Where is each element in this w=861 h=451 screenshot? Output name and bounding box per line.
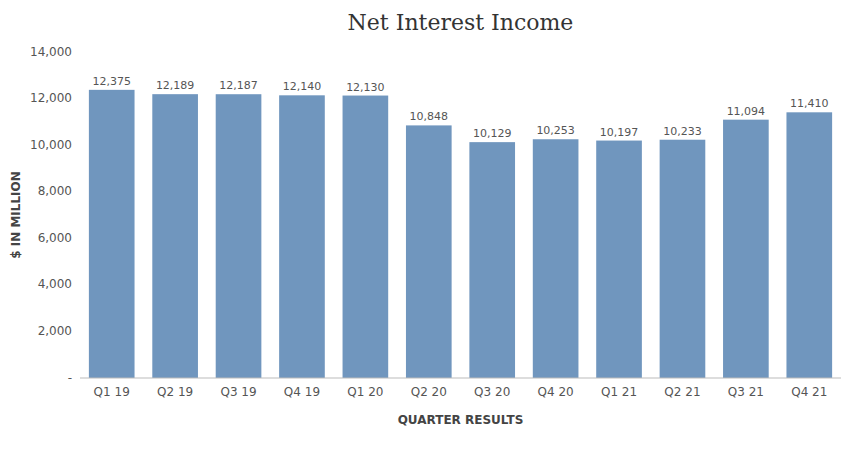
y-tick-label: 2,000 xyxy=(38,324,72,338)
bar xyxy=(723,120,769,378)
data-label: 12,187 xyxy=(219,79,258,92)
y-tick-label: 4,000 xyxy=(38,277,72,291)
x-axis-line xyxy=(80,378,841,379)
title: Net Interest Income xyxy=(348,10,574,35)
y-tick-label: 14,000 xyxy=(30,45,72,59)
bar xyxy=(152,94,198,378)
bar xyxy=(469,142,515,378)
x-tick-label: Q4 19 xyxy=(284,385,320,399)
x-tick-label: Q2 21 xyxy=(664,385,700,399)
bar xyxy=(596,141,642,378)
x-tick-label: Q3 19 xyxy=(220,385,256,399)
x-tick-label: Q2 20 xyxy=(411,385,447,399)
data-label: 11,410 xyxy=(790,97,829,110)
x-tick-label: Q1 19 xyxy=(94,385,130,399)
data-label: 12,130 xyxy=(346,81,385,94)
bar xyxy=(533,139,579,378)
data-label: 12,140 xyxy=(283,80,322,93)
x-tick-label: Q3 20 xyxy=(474,385,510,399)
bar xyxy=(343,96,389,378)
data-label: 10,129 xyxy=(473,127,512,140)
bars xyxy=(89,90,832,378)
y-tick-label: 12,000 xyxy=(30,91,72,105)
x-tick-label: Q2 19 xyxy=(157,385,193,399)
x-tick-label: Q1 21 xyxy=(601,385,637,399)
y-tick-label: - xyxy=(68,371,72,385)
data-label: 12,189 xyxy=(156,79,195,92)
x-tick-label: Q4 20 xyxy=(538,385,574,399)
bar xyxy=(89,90,135,378)
x-tick-label: Q1 20 xyxy=(347,385,383,399)
y-tick-label: 10,000 xyxy=(30,138,72,152)
bar xyxy=(660,140,706,378)
bar xyxy=(406,125,452,378)
data-label: 12,375 xyxy=(92,75,131,88)
data-label: 11,094 xyxy=(727,105,766,118)
x-axis-label: QUARTER RESULTS xyxy=(398,413,524,427)
y-axis-label: $ IN MILLION xyxy=(9,171,23,259)
y-tick-label: 6,000 xyxy=(38,231,72,245)
chart: Net Interest Income - 2,000 4,000 6,000 8,000… xyxy=(0,0,861,451)
data-label: 10,197 xyxy=(600,126,639,139)
x-tick-label: Q4 21 xyxy=(791,385,827,399)
bar xyxy=(279,95,325,378)
data-label: 10,233 xyxy=(663,125,702,138)
bar xyxy=(786,112,832,378)
data-label: 10,253 xyxy=(536,124,575,137)
bar xyxy=(216,94,262,378)
x-tick-label: Q3 21 xyxy=(728,385,764,399)
y-tick-label: 8,000 xyxy=(38,184,72,198)
data-label: 10,848 xyxy=(410,110,449,123)
